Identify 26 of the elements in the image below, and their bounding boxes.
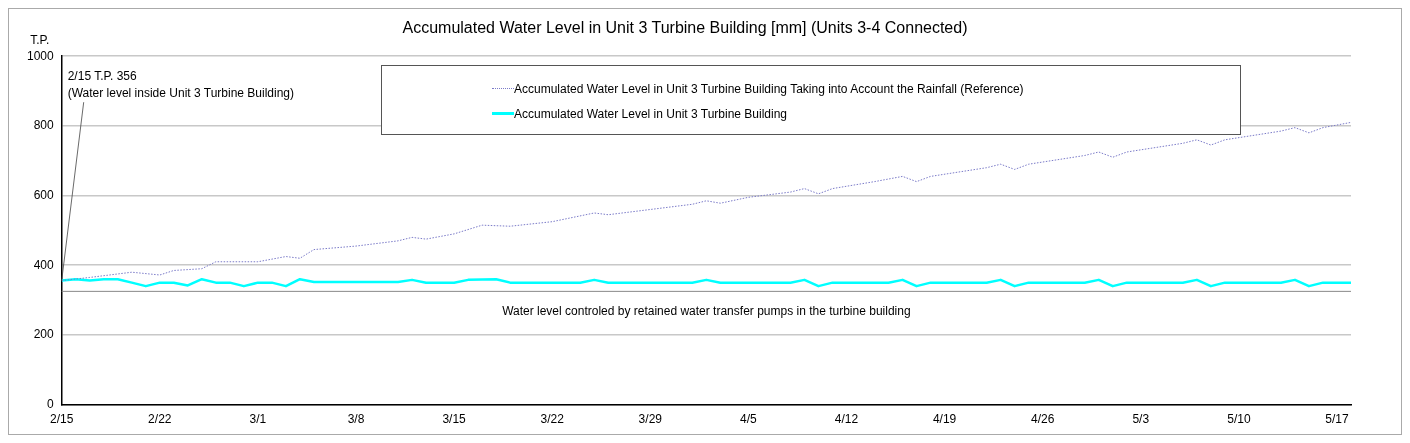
x-tick-label: 3/22 <box>540 412 565 427</box>
x-tick-label: 3/1 <box>249 412 267 427</box>
x-tick-label: 4/5 <box>740 412 758 427</box>
x-tick-label: 3/8 <box>347 412 365 427</box>
y-tick-label: 400 <box>33 257 55 272</box>
y-axis-title: T.P. <box>30 32 50 47</box>
y-tick-label: 800 <box>33 118 55 133</box>
annotation: 2/15 T.P. 356 (Water level inside Unit 3 Turbine Building) <box>67 69 295 101</box>
x-tick-label: 3/15 <box>442 412 467 427</box>
x-tick-label: 5/3 <box>1132 412 1150 427</box>
x-tick-label: 2/15 <box>50 412 74 427</box>
x-tick-label: 2/22 <box>148 412 172 427</box>
x-tick-label: 5/17 <box>1325 412 1349 427</box>
chart-title: Accumulated Water Level in Unit 3 Turbine Building [mm] (Units 3-4 Connected) <box>402 19 968 37</box>
x-tick-label: 4/19 <box>932 412 957 427</box>
y-tick-label: 600 <box>33 187 55 202</box>
ref-line-label: Water level controled by retained water transfer pumps in the turbine building <box>502 303 911 318</box>
x-tick-label: 5/10 <box>1227 412 1251 427</box>
y-tick-label: 200 <box>33 327 55 342</box>
y-tick-label: 1000 <box>26 48 55 63</box>
x-tick-label: 3/29 <box>638 412 663 427</box>
legend-label: Accumulated Water Level in Unit 3 Turbine Building Taking into Account the Rainfall (Reference) <box>514 81 1024 96</box>
y-tick-label: 0 <box>47 396 55 411</box>
legend-label: Accumulated Water Level in Unit 3 Turbine Building <box>514 106 788 121</box>
x-tick-label: 4/12 <box>834 412 859 427</box>
x-tick-label: 4/26 <box>1031 412 1055 427</box>
